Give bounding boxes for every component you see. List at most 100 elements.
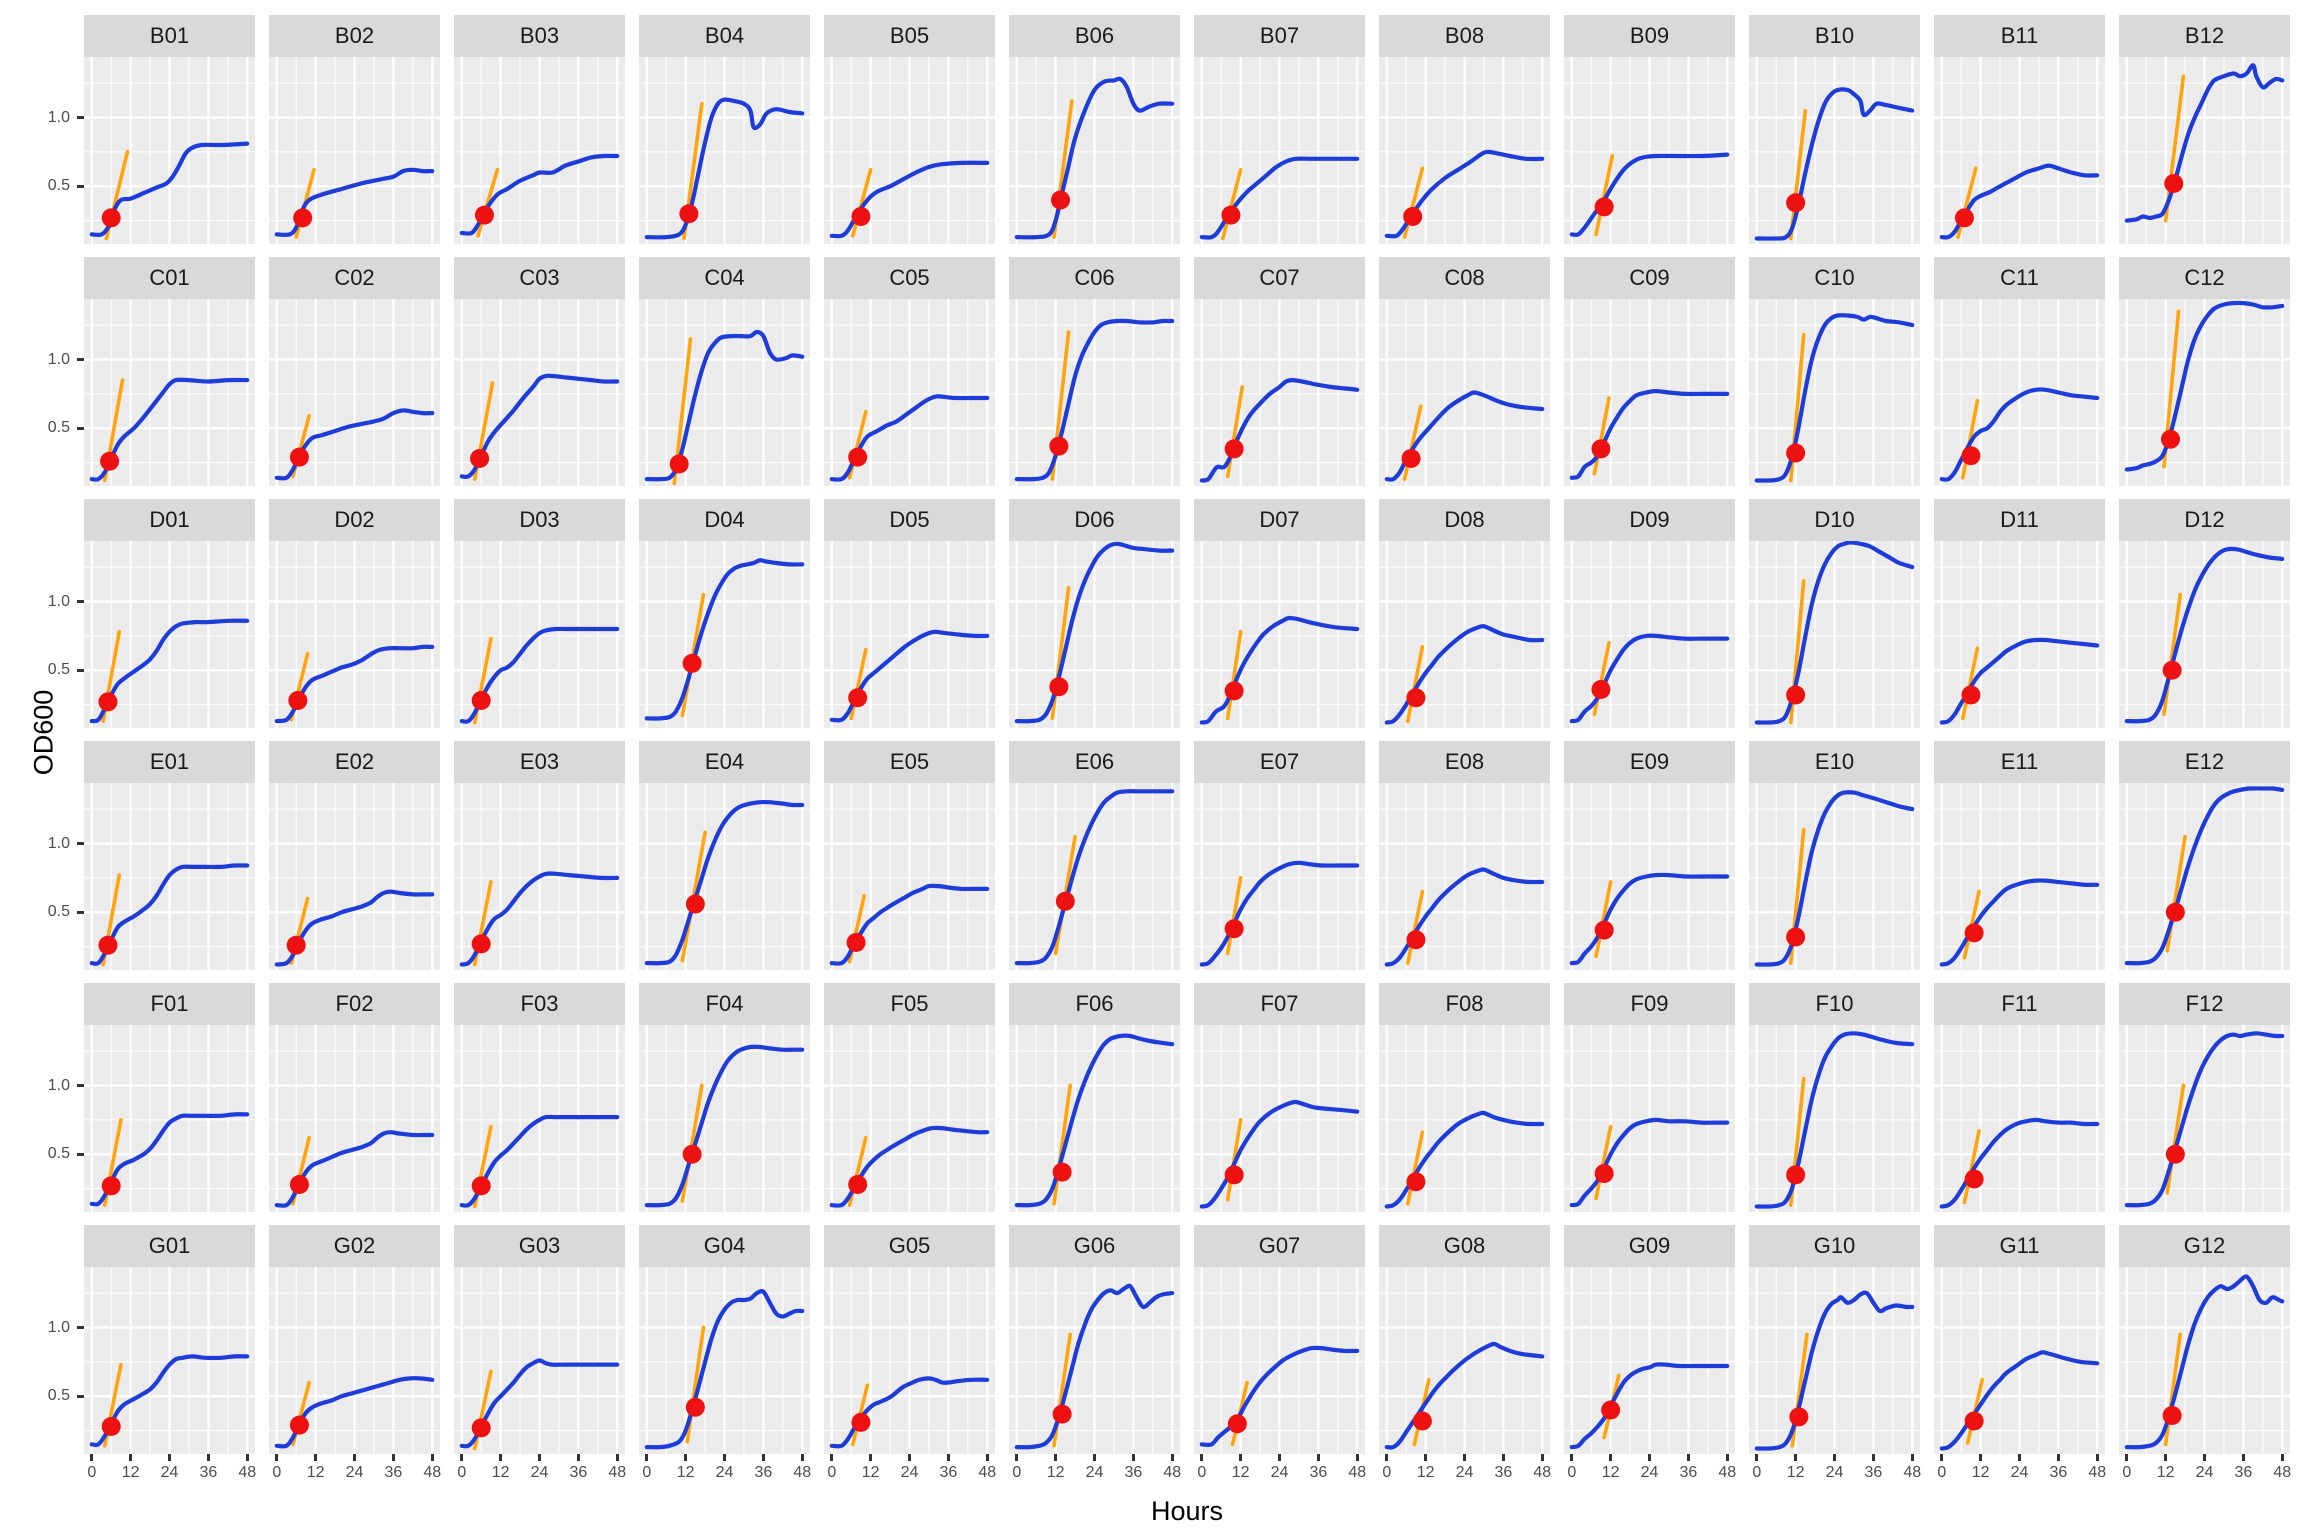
facet-panel <box>1564 1025 1735 1212</box>
x-axis-tick-label: 48 <box>978 1464 997 1481</box>
facet-strip-label: D05 <box>824 499 995 541</box>
max-growth-marker <box>679 204 699 224</box>
facet-panel <box>639 299 810 486</box>
x-axis-tick-label: 36 <box>2234 1464 2253 1481</box>
x-axis-tick-label: 48 <box>1533 1464 1552 1481</box>
facet-strip-label: F05 <box>824 983 995 1025</box>
fit-tangent-line <box>1962 1129 1981 1205</box>
panel-gridlines <box>1934 783 2105 970</box>
x-axis-tick <box>1540 1454 1544 1461</box>
facet-panel <box>1009 541 1180 728</box>
facet-panel <box>84 1267 255 1454</box>
facet-strip-label: F08 <box>1379 983 1550 1025</box>
facet-strip-label: G10 <box>1749 1225 1920 1267</box>
max-growth-marker <box>289 447 309 467</box>
x-axis-tick-label: 24 <box>1825 1464 1844 1481</box>
x-axis-tick <box>1424 1454 1428 1461</box>
facet-G06: G06 <box>1009 1225 1180 1454</box>
x-axis-tick <box>1979 1454 1983 1461</box>
growth-curve-line <box>1384 867 1545 967</box>
facet-strip-label: G06 <box>1009 1225 1180 1267</box>
facet-panel <box>1194 783 1365 970</box>
max-growth-marker <box>1786 927 1806 947</box>
x-axis-tick-label: 24 <box>160 1464 179 1481</box>
y-axis-tick-label: 1.0 <box>47 592 70 610</box>
x-axis-tick <box>1755 1454 1759 1461</box>
panel-gridlines <box>84 1025 255 1212</box>
panel-gridlines <box>1009 1267 1180 1454</box>
panel-gridlines <box>1749 541 1920 728</box>
facet-strip-label: G11 <box>1934 1225 2105 1267</box>
fit-tangent-line <box>1221 167 1243 241</box>
facet-B10: B10 <box>1749 15 1920 244</box>
facet-panel <box>454 541 625 728</box>
facet-G01: G01 <box>84 1225 255 1454</box>
facet-F08: F08 <box>1379 983 1550 1212</box>
facet-panel <box>1564 783 1735 970</box>
growth-curve-line <box>1939 878 2100 967</box>
facet-strip-label: C09 <box>1564 257 1735 299</box>
facet-F11: F11 <box>1934 983 2105 1212</box>
panel-gridlines <box>454 1025 625 1212</box>
max-growth-marker <box>1406 930 1426 950</box>
y-axis-tick-label: 0.5 <box>47 903 70 921</box>
panel-gridlines <box>2119 1025 2290 1212</box>
growth-curve-line <box>1199 378 1360 483</box>
facet-strip-label: D02 <box>269 499 440 541</box>
panel-gridlines <box>1564 57 1735 244</box>
growth-curve-line <box>1014 541 1175 724</box>
x-axis-tick <box>1609 1454 1613 1461</box>
panel-gridlines <box>84 57 255 244</box>
facet-F03: F03 <box>454 983 625 1212</box>
x-axis-tick-label: 24 <box>2010 1464 2029 1481</box>
facet-panel <box>1379 57 1550 244</box>
x-axis-tick-label: 48 <box>1348 1464 1367 1481</box>
facet-strip-label: B11 <box>1934 15 2105 57</box>
x-axis-tick-label: 0 <box>1382 1464 1392 1481</box>
facet-strip-label: F12 <box>2119 983 2290 1025</box>
y-axis-tick-label: 1.0 <box>47 834 70 852</box>
facet-panel <box>1009 299 1180 486</box>
panel-gridlines <box>1564 299 1735 486</box>
max-growth-marker <box>2165 1144 2185 1164</box>
facet-D09: D09 <box>1564 499 1735 728</box>
x-axis-tick <box>353 1454 356 1461</box>
facet-strip-label: G01 <box>84 1225 255 1267</box>
max-growth-marker <box>846 933 866 952</box>
x-axis-tick-label: 12 <box>1231 1464 1250 1481</box>
facet-panel <box>824 299 995 486</box>
max-growth-marker <box>682 1144 702 1164</box>
facet-strip-label: E10 <box>1749 741 1920 783</box>
x-axis-tick <box>761 1454 765 1461</box>
growth-curve-line <box>1199 1099 1360 1209</box>
facet-strip-label: B10 <box>1749 15 1920 57</box>
growth-curve-line <box>1754 1031 1915 1209</box>
facet-C11: C11 <box>1934 257 2105 486</box>
facet-F01: F01 <box>84 983 255 1212</box>
growth-curve-line <box>1199 1345 1360 1447</box>
facet-panel <box>1564 541 1735 728</box>
x-axis-tick-label: 24 <box>1455 1464 1474 1481</box>
x-axis-tick <box>275 1454 279 1461</box>
growth-curve-line <box>1754 790 1915 967</box>
max-growth-marker <box>101 1176 121 1196</box>
x-axis-tick <box>206 1454 210 1461</box>
x-axis-tick-label: 0 <box>1012 1464 1022 1481</box>
growth-curve-line <box>2124 300 2285 472</box>
fit-tangent-line <box>851 167 873 238</box>
facet-D12: D12 <box>2119 499 2290 728</box>
facet-B11: B11 <box>1934 15 2105 244</box>
x-axis-tick <box>1833 1454 1836 1461</box>
panel-gridlines <box>639 783 810 970</box>
facet-panel <box>1749 1267 1920 1454</box>
x-axis-tick <box>684 1454 688 1461</box>
facet-E09: E09 <box>1564 741 1735 970</box>
facet-B06: B06 <box>1009 15 1180 244</box>
max-growth-marker <box>101 1417 121 1436</box>
growth-curve-line <box>644 1288 805 1450</box>
y-axis-tick <box>77 358 84 361</box>
facet-strip-label: E03 <box>454 741 625 783</box>
facet-B05: B05 <box>824 15 995 244</box>
facet-C04: C04 <box>639 257 810 486</box>
